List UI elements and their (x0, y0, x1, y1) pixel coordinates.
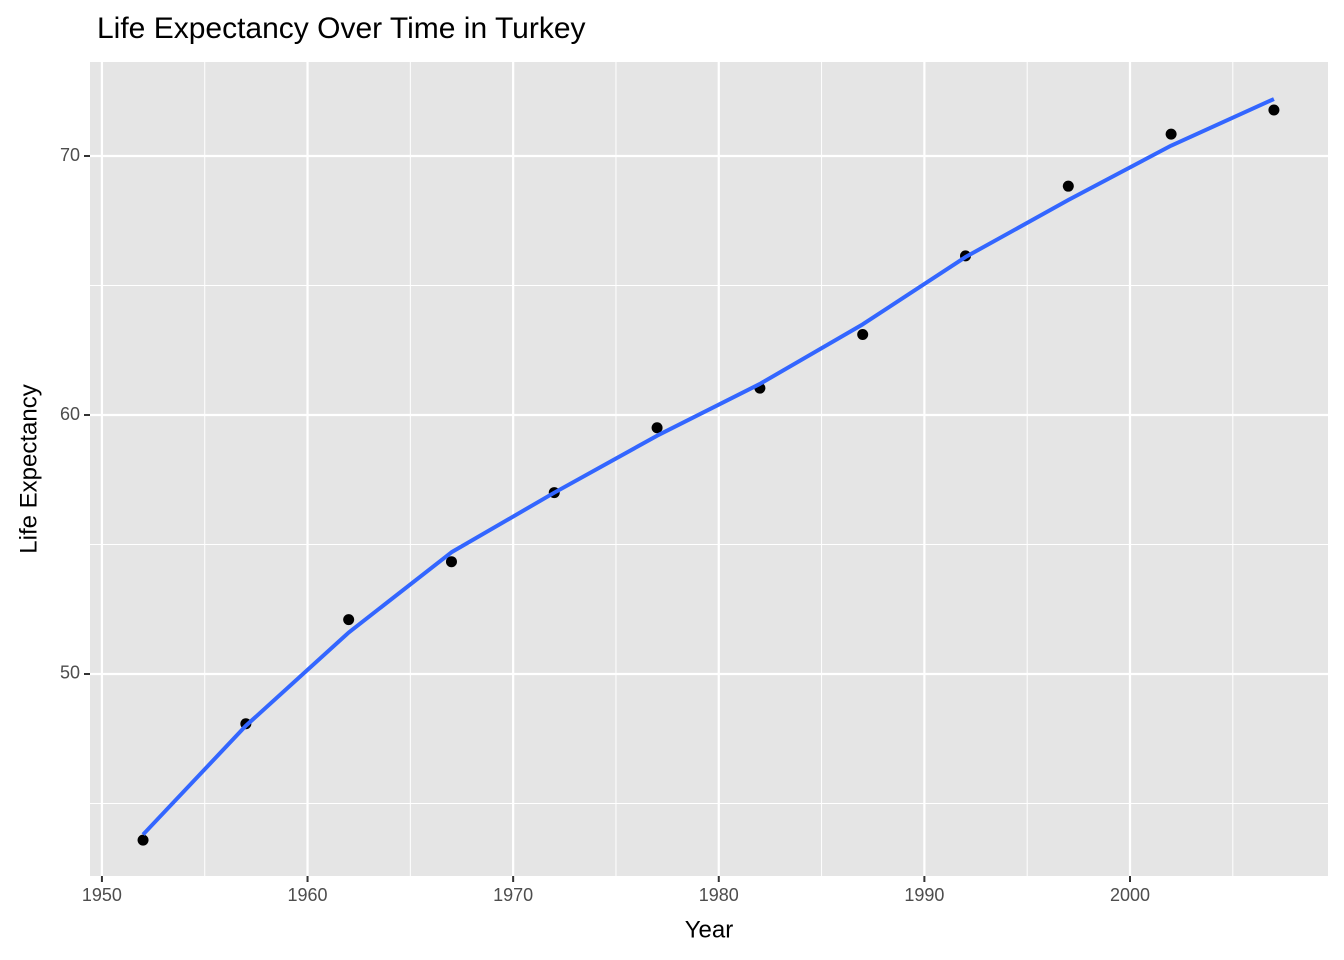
data-point (137, 834, 149, 846)
x-axis-title: Year (685, 916, 734, 943)
data-point (1165, 128, 1177, 140)
x-tick-label: 1950 (82, 885, 122, 905)
y-tick-label: 60 (60, 404, 80, 424)
y-tick-label: 50 (60, 663, 80, 683)
x-tick-label: 2000 (1110, 885, 1150, 905)
y-axis-title: Life Expectancy (15, 384, 42, 553)
data-point (857, 329, 869, 341)
data-point (445, 556, 457, 568)
chart-title: Life Expectancy Over Time in Turkey (97, 12, 586, 45)
y-tick-label: 70 (60, 145, 80, 165)
plot-panel (90, 62, 1328, 876)
data-point (1268, 104, 1280, 116)
data-point (343, 614, 355, 626)
x-tick-label: 1980 (699, 885, 739, 905)
x-tick-label: 1990 (904, 885, 944, 905)
data-point (1062, 180, 1074, 192)
x-tick-label: 1970 (493, 885, 533, 905)
x-tick-label: 1960 (288, 885, 328, 905)
smooth-line (141, 97, 1275, 836)
data-point (651, 422, 663, 434)
